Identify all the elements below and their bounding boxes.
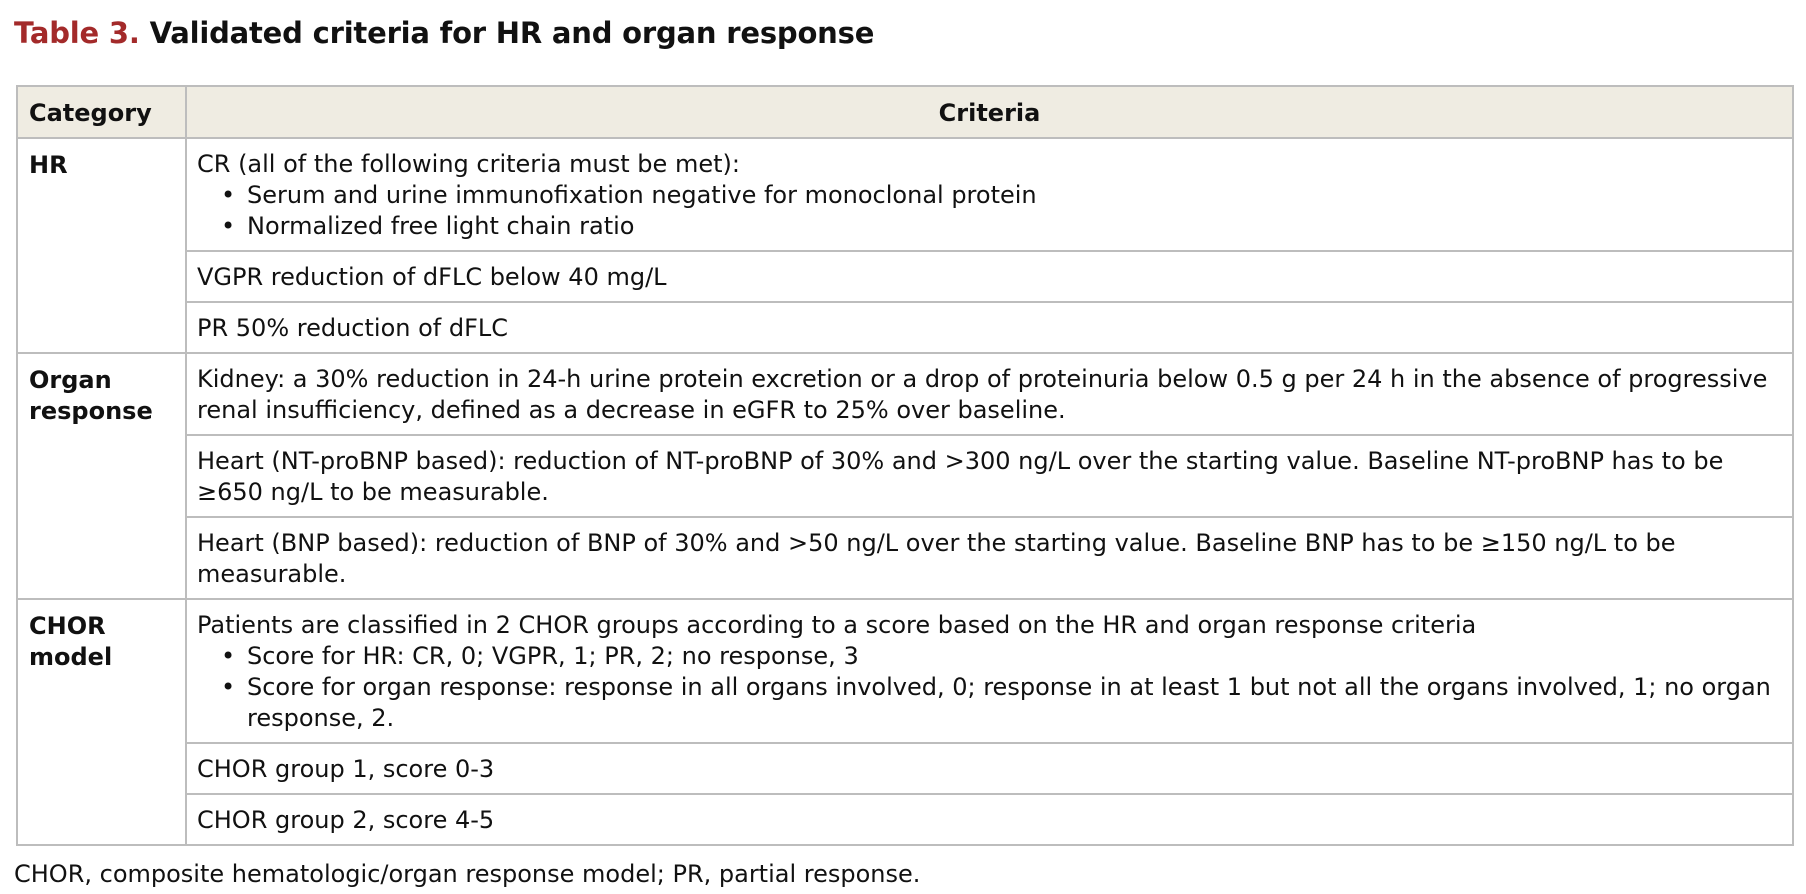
- table-row: Organ response Kidney: a 30% reduction i…: [16, 352, 1794, 600]
- criteria-bullet: Score for organ response: response in al…: [221, 672, 1780, 734]
- criteria-bullet: Serum and urine immunofixation negative …: [221, 180, 1780, 211]
- criteria-bullet-list: Serum and urine immunofixation negative …: [197, 180, 1780, 242]
- category-cell-organ-response: Organ response: [16, 352, 187, 600]
- header-category: Category: [16, 85, 187, 139]
- criteria-cell: Patients are classified in 2 CHOR groups…: [185, 598, 1794, 744]
- category-cell-chor-model: CHOR model: [16, 598, 187, 846]
- criteria-cell: VGPR reduction of dFLC below 40 mg/L: [185, 250, 1794, 303]
- criteria-cell: Heart (BNP based): reduction of BNP of 3…: [185, 516, 1794, 600]
- table-row: PR 50% reduction of dFLC: [17, 301, 1794, 354]
- table-row: Heart (BNP based): reduction of BNP of 3…: [17, 516, 1794, 600]
- criteria-cell: CHOR group 2, score 4-5: [185, 793, 1794, 846]
- table-title: Table 3. Validated criteria for HR and o…: [14, 16, 874, 50]
- table-footnote: CHOR, composite hematologic/organ respon…: [14, 860, 921, 888]
- criteria-cell: Heart (NT-proBNP based): reduction of NT…: [185, 434, 1794, 518]
- criteria-bullet-list: Score for HR: CR, 0; VGPR, 1; PR, 2; no …: [197, 641, 1780, 734]
- criteria-cell: Kidney: a 30% reduction in 24-h urine pr…: [185, 352, 1794, 436]
- table-header-row: Category Criteria: [16, 85, 1794, 139]
- table-row: HR CR (all of the following criteria mus…: [16, 137, 1794, 354]
- table-row: Heart (NT-proBNP based): reduction of NT…: [17, 434, 1794, 518]
- table-row: VGPR reduction of dFLC below 40 mg/L: [17, 250, 1794, 303]
- table-row: CHOR group 2, score 4-5: [17, 793, 1794, 846]
- criteria-cell: PR 50% reduction of dFLC: [185, 301, 1794, 354]
- table-caption: Validated criteria for HR and organ resp…: [149, 16, 875, 50]
- table-row: CHOR model Patients are classified in 2 …: [16, 598, 1794, 846]
- table-row: CHOR group 1, score 0-3: [17, 742, 1794, 795]
- criteria-table: Category Criteria HR CR (all of the foll…: [16, 85, 1794, 846]
- criteria-text: Patients are classified in 2 CHOR groups…: [197, 611, 1477, 639]
- criteria-cell: CR (all of the following criteria must b…: [185, 137, 1794, 252]
- criteria-bullet: Score for HR: CR, 0; VGPR, 1; PR, 2; no …: [221, 641, 1780, 672]
- criteria-cell: CHOR group 1, score 0-3: [185, 742, 1794, 795]
- table-number: Table 3.: [14, 16, 140, 50]
- criteria-bullet: Normalized free light chain ratio: [221, 211, 1780, 242]
- category-cell-hr: HR: [16, 137, 187, 354]
- criteria-text: CR (all of the following criteria must b…: [197, 150, 740, 178]
- header-criteria: Criteria: [185, 85, 1794, 139]
